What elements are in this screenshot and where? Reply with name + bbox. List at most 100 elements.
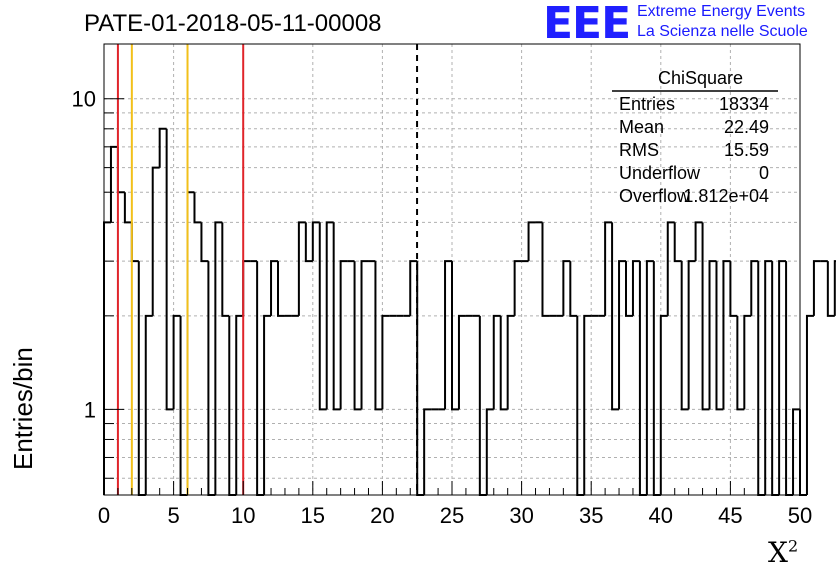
histogram-bin	[242, 260, 251, 316]
histogram-bin	[381, 314, 390, 410]
histogram-bin	[116, 146, 125, 194]
histogram-bin	[645, 260, 654, 495]
histogram-bin	[256, 261, 265, 496]
x-tick-label: 5	[167, 503, 179, 528]
histogram-bin	[708, 260, 717, 410]
histogram-bin	[506, 314, 515, 410]
histogram-bin	[771, 261, 780, 496]
histogram-bin	[715, 261, 724, 411]
histogram-bin	[151, 166, 160, 316]
stats-value: 15.59	[724, 140, 769, 160]
histogram-bin	[228, 315, 237, 496]
histogram-bin	[652, 261, 661, 496]
histogram-bin	[235, 314, 244, 495]
histogram-bin	[103, 221, 111, 495]
histogram-bin	[750, 260, 759, 316]
histogram-bin	[318, 222, 327, 411]
histogram-bin	[416, 261, 425, 496]
histogram-bin	[374, 261, 383, 411]
logo-line1: Extreme Energy Events	[637, 3, 806, 20]
stats-box-title: ChiSquare	[658, 68, 743, 88]
histogram-bin	[694, 221, 703, 262]
histogram-bin	[541, 222, 550, 317]
histogram-bin	[297, 221, 306, 316]
histogram-bin	[304, 222, 313, 263]
histogram-bin	[792, 408, 800, 495]
x-tick-label: 45	[718, 503, 742, 528]
histogram	[103, 127, 836, 496]
histogram-bin	[618, 260, 626, 410]
histogram-bin	[805, 314, 814, 495]
y-tick-label: 10	[72, 87, 96, 112]
histogram-bin	[729, 261, 738, 317]
logo-text: Extreme Energy Events La Scienza nelle S…	[637, 2, 808, 42]
stats-value: 18334	[719, 94, 769, 114]
histogram-bin	[179, 315, 188, 496]
histogram-bin	[659, 314, 668, 495]
histogram-bin	[325, 221, 334, 410]
histogram-bin	[423, 408, 432, 495]
marker-lines	[116, 44, 419, 495]
histogram-bin	[764, 260, 773, 495]
histogram-bin	[123, 192, 132, 224]
eee-logo: EEE	[543, 0, 631, 49]
histogram-bin	[214, 221, 223, 495]
stats-value: 1.812e+04	[683, 186, 769, 206]
histogram-bin	[207, 261, 216, 496]
stats-label: Overflow	[619, 186, 691, 206]
histogram-bin	[611, 222, 620, 411]
histogram-bin	[576, 315, 585, 496]
stats-value: 22.49	[724, 117, 769, 137]
histogram-bin	[778, 260, 787, 495]
histogram-bin	[743, 314, 752, 410]
histogram-bin	[736, 315, 745, 411]
histogram-bin	[833, 260, 836, 316]
histogram-bin	[172, 314, 181, 410]
histogram-bin	[360, 260, 369, 410]
histogram-bin	[569, 261, 578, 317]
histogram-bin	[186, 191, 195, 495]
x-tick-label: 10	[231, 503, 255, 528]
histogram-bin	[757, 261, 766, 496]
stats-label: Underflow	[619, 163, 701, 183]
y-axis-label: Entries/bin	[8, 347, 38, 470]
histogram-bin	[812, 260, 821, 316]
histogram-bin	[193, 192, 202, 224]
histogram-bin	[277, 261, 285, 317]
histogram-bin	[444, 260, 452, 410]
histogram-bin	[673, 222, 682, 263]
histogram-bin	[311, 221, 320, 262]
histogram-bin	[701, 222, 710, 411]
histogram-bin	[562, 260, 571, 316]
histogram-bin	[631, 260, 640, 316]
x-tick-label: 50	[788, 503, 812, 528]
histogram-bin	[604, 221, 613, 316]
histogram-bin	[137, 261, 146, 496]
histogram-bin	[785, 261, 794, 496]
histogram-bin	[339, 260, 348, 410]
histogram-bin	[527, 221, 536, 262]
histogram-bin	[130, 222, 139, 263]
histogram-bin	[680, 261, 689, 411]
x-axis-label: X2	[768, 536, 798, 569]
histogram-bin	[158, 127, 167, 168]
chart-title: PATE-01-2018-05-11-00008	[84, 10, 382, 37]
histogram-bin	[492, 314, 501, 410]
histogram-bin	[409, 260, 418, 316]
histogram-bin	[625, 261, 633, 317]
histogram-bin	[722, 260, 731, 410]
histogram-bin	[826, 261, 835, 317]
histogram-bin	[353, 261, 362, 411]
histogram-bin	[799, 409, 807, 496]
stats-label: RMS	[619, 140, 659, 160]
histogram-bin	[451, 261, 459, 411]
histogram-bin	[165, 128, 174, 411]
axis-ticks: 0 5 10 15 20 25 30 35 40 45 50 1 10	[72, 87, 813, 528]
x-axis-label-base: X	[768, 536, 788, 569]
histogram-bin	[638, 261, 647, 496]
histogram-bin	[109, 145, 118, 223]
histogram-bin	[513, 260, 522, 316]
x-tick-label: 25	[440, 503, 464, 528]
histogram-bin	[200, 222, 209, 263]
